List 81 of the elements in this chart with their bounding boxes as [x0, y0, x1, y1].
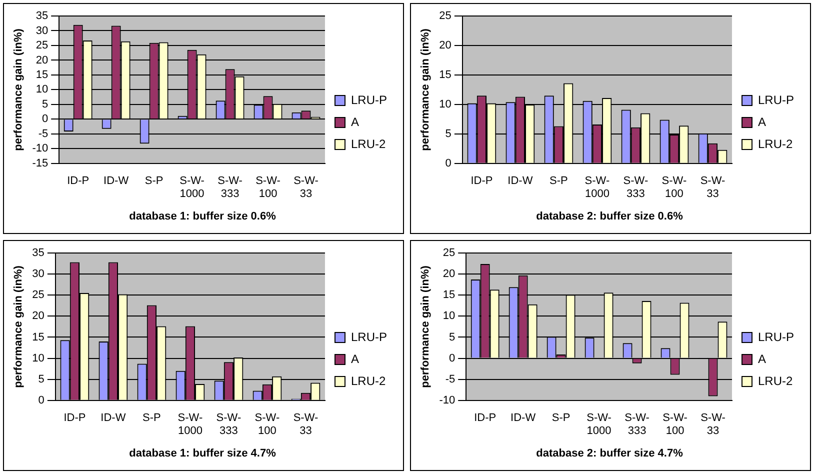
x-tick-label: S-W-1000 [178, 412, 203, 438]
text: database 2: buffer size 4.7% [536, 447, 684, 460]
y-axis-title: performance gain (in%) [420, 28, 432, 151]
y-tick-label: 15 [32, 331, 44, 344]
x-tick-label: S-P [144, 175, 164, 188]
y-tick-label: 10 [32, 352, 44, 364]
y-tick-label: 5 [38, 373, 44, 386]
y-tick-label: 10 [36, 84, 48, 96]
y-tick-label: -5 [38, 128, 48, 140]
y-tick-label: 10 [439, 98, 452, 110]
y-tick-label: 15 [442, 289, 456, 302]
text: database 1: buffer size 0.6% [129, 210, 276, 222]
legend-label: LRU-2 [350, 374, 386, 388]
y-tick-label: 0 [38, 394, 44, 406]
y-tick-label: 5 [445, 128, 452, 140]
x-tick-label: S-W-1000 [586, 412, 612, 438]
x-tick-label: S-P [550, 175, 568, 188]
y-tick-label: 25 [36, 40, 48, 52]
x-tick-label: S-W-33 [294, 175, 319, 200]
x-tick-label: S-W-100 [662, 412, 688, 438]
x-tick-label: ID-P [474, 412, 496, 424]
y-tick-label: 0 [445, 157, 452, 170]
legend-label: A [758, 114, 766, 129]
y-axis-title: performance gain (in%) [12, 28, 25, 151]
x-tick-label: ID-W [100, 412, 126, 424]
y-tick-label: 0 [448, 352, 456, 364]
y-tick-label: 30 [36, 24, 48, 37]
y-tick-label: 20 [442, 268, 456, 280]
y-tick-label: -10 [32, 142, 48, 155]
y-tick-label: 25 [32, 289, 44, 302]
y-tick-label: 35 [36, 10, 48, 22]
y-tick-label: 15 [36, 68, 48, 81]
y-axis-title: performance gain (in%) [420, 265, 432, 388]
x-tick-label: S-W-33 [700, 175, 726, 200]
y-tick-label: -10 [439, 394, 456, 406]
legend-label: LRU-P [758, 92, 794, 107]
y-tick-label: -5 [445, 373, 456, 386]
y-tick-label: 5 [448, 331, 456, 344]
legend-label: A [350, 352, 360, 366]
x-tick-label: ID-P [64, 412, 86, 424]
legend-label: LRU-P [350, 330, 388, 344]
x-tick-label: S-W-33 [293, 412, 318, 438]
x-tick-label: ID-W [508, 175, 534, 188]
x-tick-label: S-W-100 [254, 412, 280, 438]
y-tick-label: -15 [32, 157, 48, 170]
x-tick-label: S-W-333 [623, 175, 648, 200]
x-tick-label: S-W-333 [624, 412, 650, 438]
x-tick-label: S-W-33 [700, 412, 726, 438]
legend-label: LRU-2 [350, 136, 386, 151]
legend-label: A [350, 114, 360, 129]
legend-label: LRU-2 [758, 374, 793, 388]
x-tick-label: S-W-1000 [584, 175, 610, 200]
x-tick-label: S-W-333 [216, 412, 242, 438]
y-tick-label: 0 [42, 113, 48, 126]
legend-label: LRU-P [350, 92, 388, 107]
text: database 1: buffer size 4.7% [129, 447, 276, 460]
legend-label: A [758, 352, 766, 366]
y-axis-title: performance gain (in%) [12, 265, 25, 388]
x-tick-label: S-W-100 [662, 175, 687, 200]
y-tick-label: 10 [442, 310, 456, 322]
x-tick-label: S-P [142, 412, 161, 424]
x-tick-label: ID-P [67, 175, 90, 188]
x-tick-label: ID-W [104, 175, 130, 188]
x-tick-label: S-P [552, 412, 570, 424]
y-tick-label: 25 [439, 10, 452, 22]
x-tick-label: S-W-1000 [180, 175, 205, 200]
x-tick-label: S-W-333 [218, 175, 243, 200]
y-tick-label: 15 [439, 68, 452, 81]
legend-label: LRU-2 [758, 136, 793, 151]
y-tick-label: 35 [32, 247, 44, 260]
x-tick-label: S-W-100 [256, 175, 281, 200]
y-tick-label: 20 [36, 54, 48, 66]
x-tick-label: ID-W [510, 412, 536, 424]
y-tick-label: 30 [32, 268, 44, 280]
x-tick-label: ID-P [470, 175, 493, 188]
y-tick-label: 5 [42, 98, 48, 110]
legend-label: LRU-P [758, 330, 794, 344]
y-tick-label: 20 [439, 40, 452, 52]
y-tick-label: 25 [442, 247, 456, 260]
text: database 2: buffer size 0.6% [536, 210, 684, 222]
y-tick-label: 20 [32, 310, 44, 322]
